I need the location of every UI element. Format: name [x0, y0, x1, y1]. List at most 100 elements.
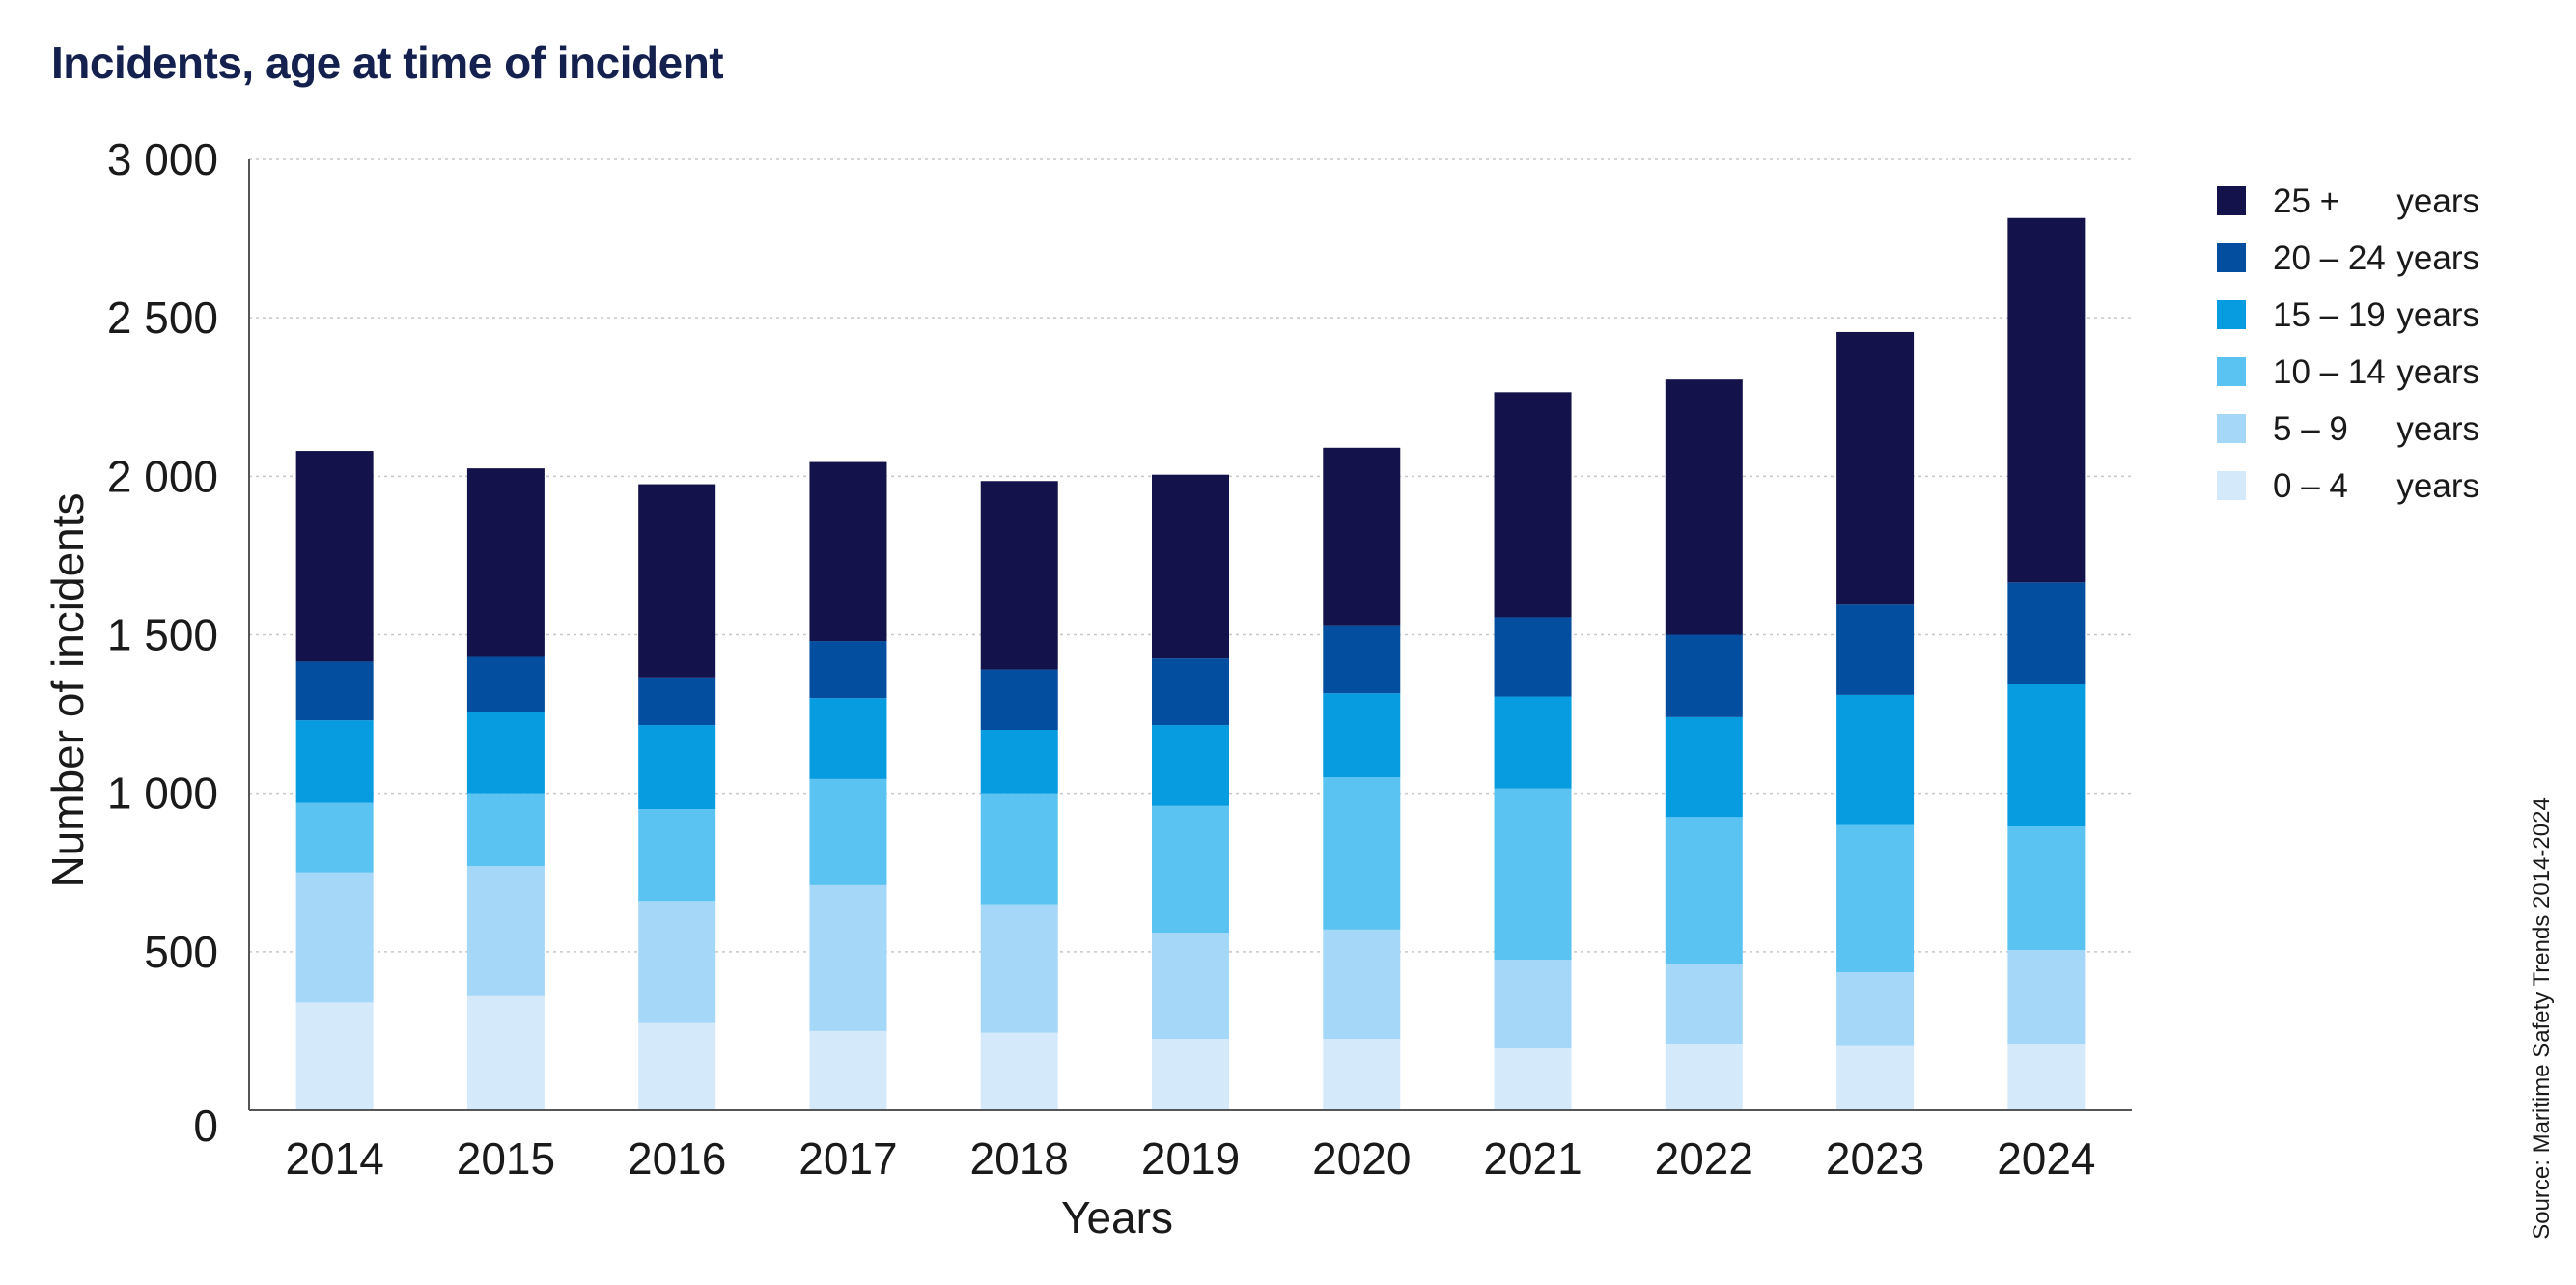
bar-2022-10-14 — [1665, 817, 1743, 964]
x-tick-label-2024: 2024 — [1997, 1133, 2095, 1184]
legend-item-25: 25 + years — [2217, 182, 2479, 220]
bar-2020-10-14 — [1323, 777, 1401, 930]
legend-label: 25 + — [2273, 182, 2339, 220]
bar-2020-20-24 — [1323, 625, 1401, 694]
bar-2017-25 — [809, 461, 887, 642]
bar-stack-2022 — [1665, 379, 1743, 1110]
bar-2018-5-9 — [980, 904, 1058, 1033]
bar-2015-5-9 — [466, 866, 545, 996]
y-axis-title: Number of incidents — [42, 492, 93, 887]
bar-2015-10-14 — [466, 793, 545, 867]
bar-2018-0-4 — [980, 1032, 1058, 1110]
bars — [295, 217, 2086, 1110]
legend-unit: years — [2396, 410, 2479, 448]
x-tick-label-2014: 2014 — [285, 1133, 383, 1184]
bar-2021-10-14 — [1494, 788, 1572, 961]
bar-2017-5-9 — [809, 884, 887, 1031]
bar-2020-15-19 — [1323, 693, 1401, 778]
y-tick-label-500: 500 — [144, 927, 218, 977]
x-axis-title: Years — [1061, 1192, 1173, 1243]
bar-2015-15-19 — [466, 712, 545, 794]
y-tick-labels: 0 500 1 000 1 500 2 000 2 500 3 000 — [107, 134, 218, 1151]
x-tick-label-2015: 2015 — [457, 1133, 555, 1184]
bar-2018-25 — [980, 481, 1058, 670]
bar-2023-20-24 — [1836, 604, 1915, 695]
legend-label: 15 – 19 — [2273, 296, 2386, 334]
bar-2017-10-14 — [809, 778, 887, 885]
x-tick-label-2017: 2017 — [798, 1133, 897, 1184]
bar-2016-20-24 — [638, 677, 716, 726]
bar-2019-25 — [1152, 474, 1229, 659]
legend-item-15-19: 15 – 19 years — [2217, 296, 2479, 334]
x-tick-label-2018: 2018 — [970, 1133, 1069, 1184]
bar-2024-0-4 — [2007, 1044, 2086, 1110]
legend-label: 0 – 4 — [2273, 467, 2348, 505]
bar-2016-15-19 — [638, 725, 716, 810]
bar-2014-15-19 — [295, 720, 374, 803]
bar-2017-20-24 — [809, 641, 887, 699]
legend-label: 20 – 24 — [2273, 239, 2386, 277]
legend-label: 10 – 14 — [2273, 353, 2386, 391]
bar-stack-2018 — [980, 481, 1058, 1110]
bar-2022-5-9 — [1665, 964, 1743, 1045]
y-tick-label-0: 0 — [193, 1101, 218, 1151]
bar-2021-5-9 — [1494, 960, 1572, 1048]
x-tick-label-2022: 2022 — [1655, 1133, 1753, 1184]
bar-stack-2016 — [638, 484, 716, 1110]
bar-2022-20-24 — [1665, 634, 1743, 717]
bar-2023-15-19 — [1836, 694, 1915, 825]
bar-stack-2019 — [1152, 474, 1229, 1110]
axes — [248, 159, 2132, 1111]
bar-2023-10-14 — [1836, 824, 1915, 973]
bar-2024-10-14 — [2007, 826, 2086, 951]
bar-2016-0-4 — [638, 1022, 716, 1110]
legend-swatch — [2217, 186, 2246, 215]
bar-2024-5-9 — [2007, 950, 2086, 1045]
bar-2016-10-14 — [638, 809, 716, 902]
bar-2014-5-9 — [295, 872, 374, 1003]
bar-2019-5-9 — [1152, 933, 1229, 1040]
bar-2016-5-9 — [638, 901, 716, 1023]
bar-2018-20-24 — [980, 669, 1058, 730]
bar-2020-25 — [1323, 447, 1401, 626]
legend-unit: years — [2396, 239, 2479, 277]
legend-unit: years — [2396, 182, 2479, 220]
legend-unit: years — [2396, 296, 2479, 334]
legend-swatch — [2217, 300, 2246, 329]
legend-item-20-24: 20 – 24 years — [2217, 239, 2479, 277]
x-tick-label-2020: 2020 — [1312, 1133, 1411, 1184]
y-tick-label-3000: 3 000 — [107, 134, 218, 184]
bar-2021-0-4 — [1494, 1048, 1572, 1110]
legend-label: 5 – 9 — [2273, 410, 2348, 448]
bar-2019-10-14 — [1152, 805, 1229, 934]
x-tick-labels: 2014 2015 2016 2017 2018 2019 2020 2021 2022 2023… — [285, 1133, 2095, 1184]
x-tick-label-2021: 2021 — [1483, 1133, 1582, 1184]
legend-swatch — [2217, 414, 2246, 443]
bar-2022-25 — [1665, 379, 1743, 635]
bar-2014-20-24 — [295, 661, 374, 721]
bar-2019-0-4 — [1152, 1039, 1229, 1110]
legend-swatch — [2217, 471, 2246, 500]
bar-2024-25 — [2007, 217, 2086, 583]
bar-2019-20-24 — [1152, 658, 1229, 726]
bar-stack-2024 — [2007, 217, 2086, 1110]
bar-2014-25 — [295, 451, 374, 662]
bar-2018-10-14 — [980, 793, 1058, 905]
y-tick-label-1000: 1 000 — [107, 768, 218, 819]
bar-2014-10-14 — [295, 802, 374, 873]
chart-title: Incidents, age at time of incident — [51, 38, 724, 88]
bar-stack-2020 — [1323, 447, 1401, 1110]
bar-2015-25 — [466, 468, 545, 657]
legend-swatch — [2217, 357, 2246, 386]
bar-2021-20-24 — [1494, 617, 1572, 697]
bar-2015-20-24 — [466, 656, 545, 712]
bar-stack-2023 — [1836, 331, 1915, 1110]
bar-2020-5-9 — [1323, 929, 1401, 1040]
y-tick-label-2500: 2 500 — [107, 293, 218, 343]
legend-item-10-14: 10 – 14 years — [2217, 353, 2479, 391]
bar-2017-15-19 — [809, 698, 887, 779]
bar-2016-25 — [638, 484, 716, 678]
bar-2022-0-4 — [1665, 1044, 1743, 1110]
bar-2022-15-19 — [1665, 716, 1743, 818]
bar-2024-20-24 — [2007, 582, 2086, 684]
